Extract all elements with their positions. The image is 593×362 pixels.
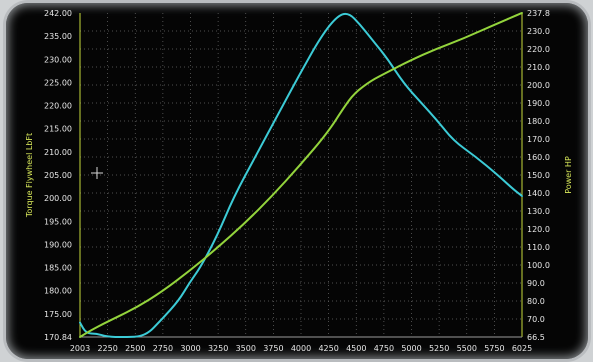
dyno-screen: 2003 2250 2500 2750 3000 3250 3500 3750 4000 4250…	[6, 3, 588, 359]
y-right-tick-label: 90.0	[527, 279, 545, 288]
x-tick-label: 3000	[180, 344, 200, 353]
y-right-tick-label: 80.0	[527, 297, 545, 306]
y-right-tick-label: 66.5	[527, 333, 545, 342]
x-tick-label: 6025	[512, 344, 532, 353]
x-tick-label: 4500	[346, 344, 366, 353]
y-right-axis-label: Power HP	[564, 156, 573, 194]
y-left-tick-label: 220.00	[44, 102, 72, 111]
x-tick-label: 3500	[236, 344, 256, 353]
y-right-tick-label: 100.0	[527, 261, 550, 270]
x-tick-label: 4250	[318, 344, 338, 353]
x-tick-label: 5750	[484, 344, 504, 353]
y-left-tick-label: 190.00	[44, 240, 72, 249]
y-left-tick-label: 242.00	[44, 9, 72, 18]
y-right-tick-label: 120.0	[527, 225, 550, 234]
y-left-axis-label: Torque Flywheel LbFt	[25, 133, 34, 218]
y-left-tick-label: 230.00	[44, 55, 72, 64]
y-right-tick-label: 230.0	[527, 27, 550, 36]
y-right-tick-label: 170.0	[527, 135, 550, 144]
x-tick-label: 2500	[125, 344, 145, 353]
dyno-chart: 2003 2250 2500 2750 3000 3250 3500 3750 4000 4250…	[25, 9, 573, 353]
x-tick-label: 3750	[263, 344, 283, 353]
x-tick-label: 5000	[401, 344, 421, 353]
x-tick-label: 5500	[457, 344, 477, 353]
y-right-tick-label: 130.0	[527, 207, 550, 216]
y-right-tick-label: 220.0	[527, 45, 550, 54]
y-left-tick-label: 235.00	[44, 32, 72, 41]
y-left-tick-label: 175.00	[44, 310, 72, 319]
x-tick-label: 4000	[291, 344, 311, 353]
y-left-tick-label: 195.00	[44, 217, 72, 226]
y-left-tick-label: 170.84	[44, 333, 72, 342]
y-left-tick-label: 225.00	[44, 78, 72, 87]
y-right-tick-label: 110.0	[527, 243, 550, 252]
x-tick-label: 2750	[153, 344, 173, 353]
x-tick-label: 4750	[374, 344, 394, 353]
y-left-tick-label: 215.00	[44, 125, 72, 134]
y-left-tick-label: 205.00	[44, 171, 72, 180]
x-tick-label: 3250	[208, 344, 228, 353]
power-series-line	[79, 11, 523, 338]
y-right-tick-label: 150.0	[527, 171, 550, 180]
x-tick-label: 2003	[70, 344, 90, 353]
y-right-tick-label: 70.0	[527, 315, 545, 324]
y-right-tick-label: 180.0	[527, 117, 550, 126]
y-left-tick-label: 180.00	[44, 287, 72, 296]
y-right-tick-label: 200.0	[527, 81, 550, 90]
y-right-tick-label: 210.0	[527, 63, 550, 72]
y-right-tick-label: 140.0	[527, 189, 550, 198]
y-left-tick-label: 185.00	[44, 264, 72, 273]
x-tick-label: 2250	[97, 344, 117, 353]
y-right-tick-label: 190.0	[527, 99, 550, 108]
x-tick-label: 5250	[429, 344, 449, 353]
y-right-tick-label: 160.0	[527, 153, 550, 162]
y-left-tick-label: 200.00	[44, 194, 72, 203]
torque-series-line	[79, 12, 523, 339]
y-left-tick-label: 210.00	[44, 148, 72, 157]
y-right-tick-label: 237.8	[527, 9, 550, 18]
